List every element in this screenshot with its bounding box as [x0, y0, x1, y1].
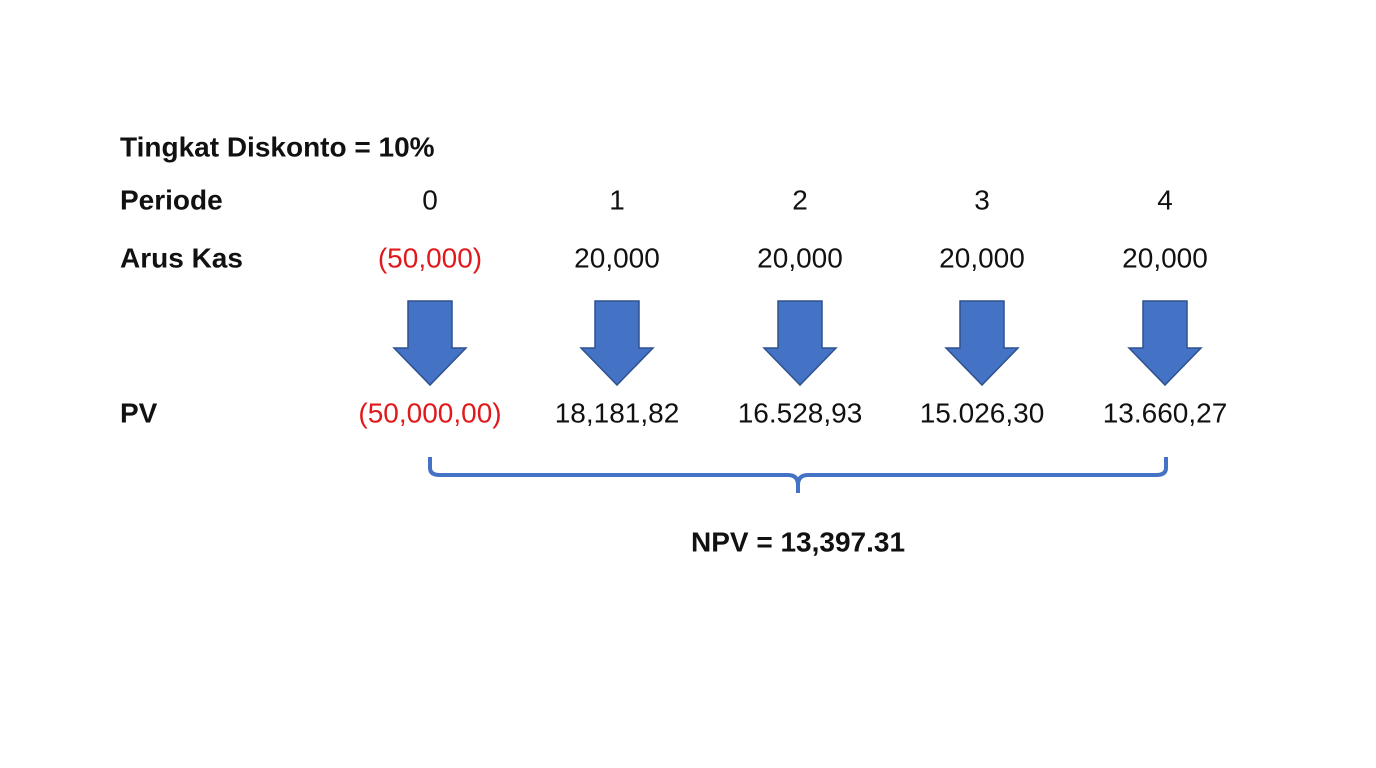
- arrow: [579, 300, 655, 387]
- present-value: 18,181,82: [555, 397, 680, 428]
- period: 2: [792, 184, 808, 215]
- cash-flow: 20,000: [1122, 242, 1208, 273]
- row-label: Arus Kas: [120, 242, 243, 273]
- cash-flow: 20,000: [757, 242, 843, 273]
- period: 0: [422, 184, 438, 215]
- period: 4: [1157, 184, 1173, 215]
- present-value: 15.026,30: [920, 397, 1045, 428]
- period: 3: [974, 184, 990, 215]
- row-label: Periode: [120, 184, 223, 215]
- arrow: [762, 300, 838, 387]
- present-value: 13.660,27: [1103, 397, 1228, 428]
- brace: [428, 457, 1168, 493]
- cash-flow: 20,000: [939, 242, 1025, 273]
- title: Tingkat Diskonto = 10%: [120, 131, 435, 162]
- npv: NPV = 13,397.31: [691, 526, 905, 557]
- period: 1: [609, 184, 625, 215]
- row-label: PV: [120, 397, 158, 428]
- cash-flow: (50,000): [378, 242, 482, 273]
- arrow: [944, 300, 1020, 387]
- present-value: 16.528,93: [738, 397, 863, 428]
- cash-flow: 20,000: [574, 242, 660, 273]
- present-value: (50,000,00): [358, 397, 501, 428]
- arrow: [392, 300, 468, 387]
- arrow: [1127, 300, 1203, 387]
